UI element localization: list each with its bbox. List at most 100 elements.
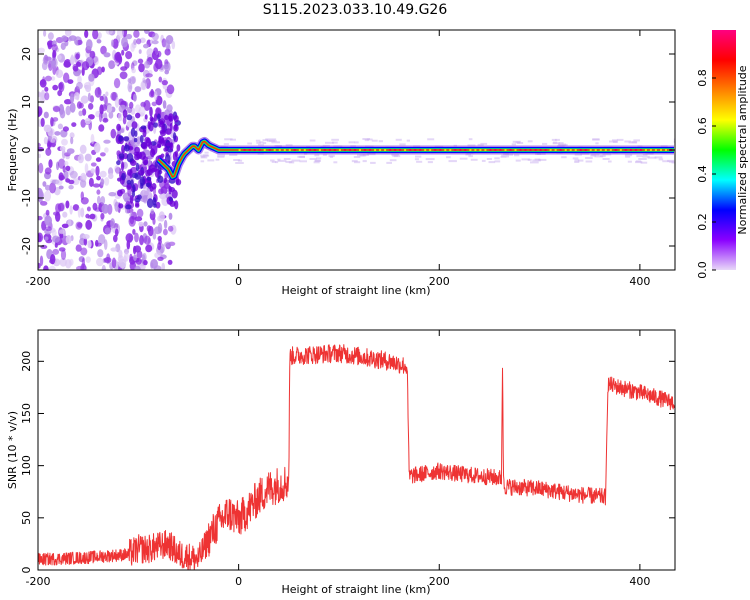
noise-blob [149,148,156,158]
noise-blob [171,40,176,50]
spectral-haze [200,160,205,163]
ridge-dot [359,149,361,151]
noise-blob [42,181,47,187]
noise-blob [93,142,101,153]
spectral-haze [395,138,402,141]
noise-blob [97,195,101,205]
noise-blob [117,30,124,39]
noise-blob [101,104,108,112]
noise-blob [38,47,45,54]
noise-blob [78,110,83,117]
spectral-haze [647,156,657,159]
spectral-haze [207,159,215,162]
noise-blob [54,131,61,136]
spectrogram-axes: -200 0 200 400 -20 -10 0 10 20 [20,30,675,288]
colorbar-tick-label: 0.0 [696,261,709,279]
noise-blob [133,39,137,45]
noise-blob [120,161,125,172]
noise-blob [77,154,84,164]
noise-blob [108,173,114,180]
noise-blob [50,254,56,265]
spectral-haze [277,158,281,161]
noise-blob [82,234,90,240]
ridge-dot [529,149,532,151]
noise-blob [151,40,159,45]
spectral-haze [594,155,604,158]
spectral-haze [640,161,648,164]
noise-blob [43,136,48,145]
noise-blob [80,119,86,128]
ridge-dot [328,149,331,151]
noise-blob [74,92,80,100]
spectral-haze [467,144,476,147]
noise-blob [55,69,64,78]
ridge-dot [660,149,662,151]
noise-blob [155,201,161,209]
ridge-dot [549,149,552,151]
noise-blob [112,38,119,49]
noise-blob [135,258,142,265]
spectral-haze [500,155,507,158]
spectral-haze [427,138,435,141]
noise-blob [55,211,61,222]
ridge-dot [484,149,487,151]
noise-blob [145,244,153,253]
noise-blob [126,185,132,190]
spectral-haze [561,156,567,159]
noise-blob [133,137,138,143]
spectral-haze [624,154,633,157]
noise-blob [66,148,75,155]
noise-blob [138,49,142,54]
noise-blob [88,73,95,82]
noise-blob [92,202,98,211]
noise-blob [152,197,157,206]
spectral-haze [285,144,293,147]
ridge-dot [424,149,427,151]
noise-blob [151,32,159,41]
noise-blob [89,213,96,220]
noise-blob [65,165,71,172]
spectral-haze [595,142,599,145]
spectral-haze [414,158,419,161]
x-tick-label: 200 [429,575,450,588]
noise-blob [44,86,49,92]
ridge-dot [459,149,462,151]
noise-blob [57,90,63,97]
noise-blob [96,39,102,44]
noise-blob [101,264,106,270]
noise-blob [99,170,107,178]
noise-blob [71,122,77,127]
spectral-haze [371,139,378,142]
noise-blob [65,200,70,209]
spectral-haze [527,140,533,143]
ridge-dot [609,149,612,151]
spectral-haze [494,160,501,163]
noise-blob [83,237,88,246]
spectral-haze [530,161,539,164]
spectral-haze [389,159,397,162]
noise-blob [99,95,104,102]
spectral-haze [299,155,305,158]
noise-blob [161,80,168,86]
noise-blob [47,40,54,48]
spectral-haze [532,159,541,162]
noise-blob [40,201,48,206]
noise-blob [57,123,64,130]
ridge-dot [464,149,467,151]
spectral-haze [625,155,631,158]
spectral-haze [362,138,370,140]
noise-blob [140,101,146,108]
noise-blob [145,169,151,177]
colorbar-tick-label: 0.2 [696,213,709,231]
noise-blob [80,207,85,218]
noise-blob [45,184,51,191]
spectral-haze [446,156,451,159]
noise-blob [105,30,114,35]
noise-blob [164,241,172,248]
noise-blob [176,144,181,152]
noise-blob [173,115,179,123]
noise-blob [125,33,133,40]
